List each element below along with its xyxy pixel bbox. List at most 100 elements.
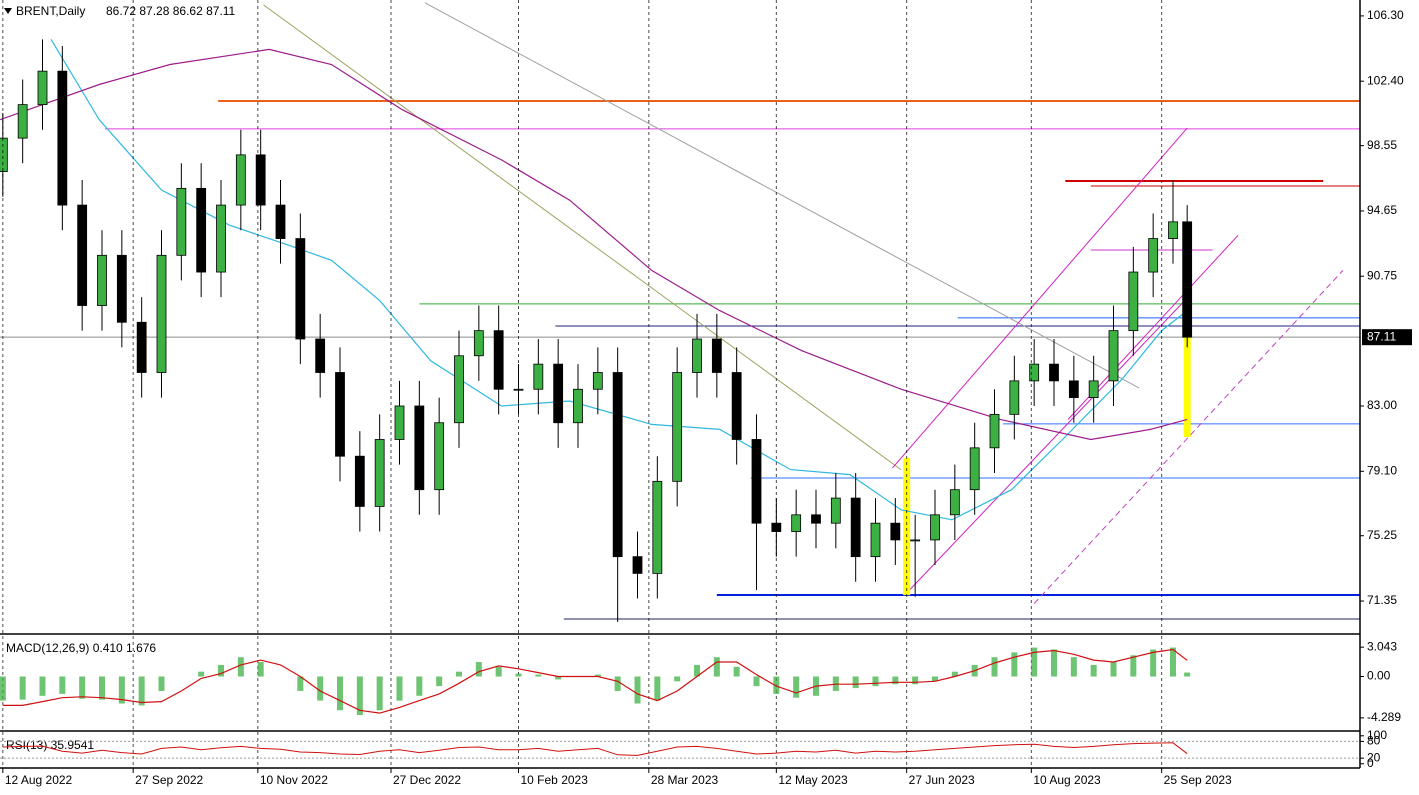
candle-body (830, 497, 841, 524)
panel-title: MACD(12,26,9) 0.410 1.676 (6, 641, 156, 655)
candle-body (275, 204, 286, 239)
macd-bar (376, 676, 383, 711)
candle-body (969, 447, 980, 491)
y-tick-label: 0.00 (1367, 669, 1391, 683)
candle-body (374, 439, 385, 507)
y-tick-label: 75.25 (1367, 528, 1397, 542)
macd-bar (396, 676, 403, 701)
macd-bar (198, 671, 205, 677)
candle-body (196, 187, 207, 273)
macd-bar (1090, 664, 1097, 677)
candle-body (493, 330, 504, 390)
macd-bar (872, 676, 879, 687)
candle-body (533, 363, 544, 390)
candle-body (949, 489, 960, 516)
candle-body (1049, 363, 1059, 382)
moving-average (0, 48, 1188, 441)
macd-bar (1031, 647, 1038, 677)
macd-bar (356, 676, 363, 716)
candle-body (434, 422, 445, 491)
candle-body (592, 372, 603, 390)
macd-bar (79, 676, 86, 699)
current-price-label: 87.11 (1367, 329, 1396, 343)
y-tick-label: 106.30 (1367, 8, 1404, 22)
candle-body (870, 522, 881, 558)
macd-bar (317, 676, 324, 701)
macd-bar (1051, 649, 1057, 677)
macd-bar (0, 676, 6, 701)
x-tick-label: 12 Aug 2022 (5, 773, 73, 787)
macd-bar (138, 676, 145, 706)
candle-body (136, 321, 147, 373)
candle-body (553, 363, 564, 424)
macd-bar (59, 676, 66, 694)
macd-bar (654, 676, 661, 701)
macd-bar (257, 662, 264, 677)
macd-bar (456, 671, 462, 677)
macd-bar (773, 676, 780, 694)
candle-body (731, 372, 742, 440)
candle-body (573, 388, 583, 424)
candle-body (394, 405, 405, 440)
macd-bar (39, 676, 46, 696)
candle-body (414, 405, 425, 491)
x-tick-label: 10 Nov 2022 (260, 773, 328, 787)
current-price-box (1362, 329, 1412, 346)
macd-bar (912, 676, 919, 685)
candle-body (176, 187, 187, 256)
candle-body (1068, 380, 1079, 399)
candle-body (850, 497, 861, 558)
trend-line (263, 4, 902, 471)
y-tick-label: 83.00 (1367, 398, 1397, 412)
menu-triangle[interactable] (4, 8, 12, 14)
macd-bar (614, 676, 621, 691)
candle-body (1182, 221, 1193, 338)
main-plot (0, 2, 1360, 622)
symbol: BRENT,Daily (16, 4, 85, 18)
macd-bar (555, 676, 562, 680)
candle-body (652, 480, 663, 574)
trend-line (1033, 270, 1344, 604)
candle-body (890, 522, 901, 541)
macd-bar (99, 676, 105, 700)
macd-bar (1070, 657, 1077, 677)
macd-bar (753, 676, 760, 687)
macd-bar (594, 674, 601, 677)
x-tick-label: 27 Sep 2022 (135, 773, 203, 787)
y-tick-label: 3.043 (1367, 639, 1397, 653)
candle-body (1108, 330, 1119, 382)
macd-bar (713, 657, 720, 677)
candle-body (216, 204, 226, 273)
candle-body (0, 137, 8, 173)
macd-bar (733, 666, 740, 677)
macd-bar (674, 676, 681, 682)
macd-bar (1011, 652, 1018, 677)
x-tick-label: 27 Dec 2022 (393, 773, 461, 787)
candle-body (1029, 363, 1040, 382)
macd-signal (2, 648, 1188, 714)
candle-body (17, 104, 28, 139)
macd-bar (1110, 662, 1117, 677)
macd-bar (932, 676, 938, 682)
macd-bar (1170, 647, 1176, 677)
candle-body (37, 70, 48, 106)
macd-bar (416, 676, 423, 696)
macd-bar (1184, 672, 1191, 677)
macd-bar (158, 676, 165, 691)
y-tick-label: 80 (1367, 734, 1381, 748)
macd-bar (951, 671, 958, 677)
candle-body (235, 154, 246, 206)
candle-body (711, 338, 722, 373)
y-tick-label: 102.40 (1367, 73, 1404, 87)
candle-body (97, 254, 107, 306)
highlight-bar (903, 457, 911, 596)
candle-body (77, 204, 88, 306)
macd-bar (436, 676, 443, 687)
candle-body (632, 556, 643, 574)
y-tick-label: 100 (1367, 728, 1387, 742)
candle-body (791, 514, 802, 532)
ohlc-readout: 86.72 87.28 86.62 87.11 (106, 4, 236, 18)
macd-bar (118, 676, 125, 704)
